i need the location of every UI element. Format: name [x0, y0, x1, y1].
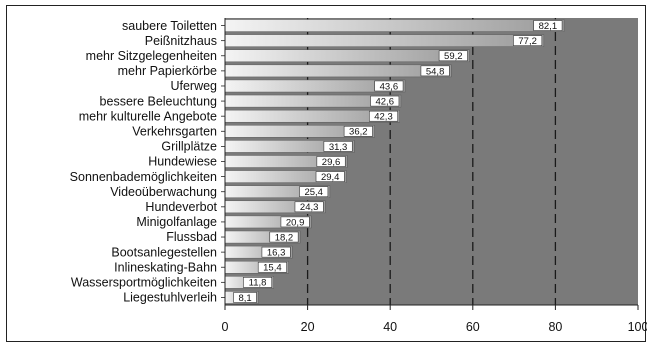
bar-3: [224, 64, 452, 78]
category-label-11: Videoüberwachung: [110, 185, 217, 199]
category-label-16: Inlineskating-Bahn: [114, 260, 217, 274]
value-label-box-14: [269, 231, 299, 243]
value-label-box-9: [316, 156, 346, 167]
value-label-box-6: [368, 110, 398, 122]
x-tick-label-40: 40: [383, 320, 397, 334]
bar-0: [224, 19, 565, 32]
value-label-box-1: [513, 35, 543, 46]
bar-chart: 82,1 saubere Toiletten 77,2 Peißnitzhaus 59,…: [70, 18, 647, 334]
value-label-8: 31,3: [329, 142, 348, 153]
x-tick-label-0: 0: [222, 320, 229, 334]
value-label-box-17: [243, 276, 273, 288]
value-label-box-0: [533, 20, 563, 31]
value-label-3: 54,8: [426, 66, 445, 77]
value-label-12: 24,3: [300, 202, 319, 213]
x-tick-label-80: 80: [548, 320, 562, 334]
value-label-2: 59,2: [444, 51, 463, 62]
value-label-13: 20,9: [286, 217, 305, 228]
x-tick-label-20: 20: [301, 320, 315, 334]
value-label-17: 11,8: [249, 278, 267, 289]
category-label-14: Flussbad: [166, 230, 217, 244]
value-label-box-13: [280, 216, 310, 228]
value-label-box-12: [294, 201, 324, 213]
value-label-box-8: [323, 141, 353, 152]
category-label-18: Liegestuhlverleih: [123, 291, 217, 305]
value-label-box-15: [261, 246, 291, 258]
value-label-4: 43,6: [380, 81, 399, 92]
value-label-5: 42,6: [375, 96, 394, 107]
category-label-4: Uferweg: [170, 79, 217, 93]
bar-2: [224, 49, 470, 63]
value-label-box-11: [299, 186, 329, 198]
category-label-3: mehr Papierkörbe: [118, 64, 217, 78]
value-label-box-4: [374, 80, 404, 92]
value-label-1: 77,2: [518, 36, 537, 47]
category-label-0: saubere Toiletten: [122, 19, 217, 33]
category-label-6: mehr kulturelle Angebote: [79, 109, 217, 123]
category-label-10: Sonnenbademöglichkeiten: [70, 170, 217, 184]
category-label-5: bessere Beleuchtung: [100, 94, 217, 108]
value-label-box-5: [370, 95, 400, 107]
value-label-0: 82,1: [539, 21, 558, 32]
value-label-9: 29,6: [322, 157, 341, 168]
value-label-6: 42,3: [374, 112, 393, 123]
value-label-11: 25,4: [304, 187, 323, 198]
category-label-12: Hundeverbot: [145, 200, 217, 214]
value-label-box-16: [257, 261, 287, 273]
category-label-1: Peißnitzhaus: [145, 34, 217, 48]
value-label-box-2: [438, 50, 468, 62]
value-label-box-7: [343, 125, 373, 137]
value-label-15: 16,3: [267, 248, 286, 259]
category-label-17: Wassersportmöglichkeiten: [71, 276, 217, 290]
category-label-9: Hundewiese: [148, 155, 217, 169]
value-label-box-18: [233, 292, 257, 303]
value-label-7: 36,2: [349, 127, 368, 138]
category-label-2: mehr Sitzgelegenheiten: [86, 49, 217, 63]
chart-frame: 82,1 saubere Toiletten 77,2 Peißnitzhaus 59,…: [6, 5, 647, 342]
bar-1: [224, 34, 545, 47]
category-label-7: Verkehrsgarten: [132, 124, 217, 138]
x-tick-label-60: 60: [466, 320, 480, 334]
value-label-10: 29,4: [321, 172, 340, 183]
value-label-16: 15,4: [263, 263, 282, 274]
category-label-8: Grillplätze: [161, 140, 217, 154]
category-label-15: Bootsanlegestellen: [111, 245, 217, 259]
value-label-box-3: [420, 65, 450, 77]
value-label-box-10: [315, 171, 345, 182]
category-label-13: Minigolfanlage: [136, 215, 217, 229]
value-label-14: 18,2: [275, 232, 294, 243]
value-label-18: 8,1: [238, 293, 251, 304]
x-tick-label-100: 100: [628, 320, 647, 334]
